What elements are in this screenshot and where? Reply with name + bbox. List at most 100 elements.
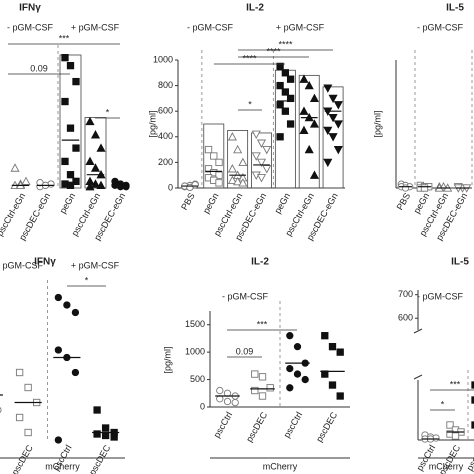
data-point	[309, 170, 320, 179]
data-point	[301, 375, 309, 384]
data-point	[204, 165, 213, 173]
bar	[251, 132, 272, 189]
y-axis-label: [pg/ml]	[147, 110, 157, 137]
data-point	[223, 397, 232, 406]
data-point	[72, 144, 80, 152]
bar	[203, 123, 225, 189]
data-point	[66, 181, 75, 189]
annotation: 0.09	[236, 346, 254, 356]
data-point	[323, 158, 333, 168]
x-tick-label: peGn	[201, 191, 221, 215]
data-point	[286, 94, 295, 103]
data-point	[299, 74, 309, 83]
data-point	[309, 93, 320, 103]
data-point	[66, 171, 75, 179]
panel-title: IL-2	[246, 3, 264, 14]
data-point	[54, 436, 62, 444]
data-point	[72, 177, 80, 185]
group-label: - pGM-CSF	[417, 291, 464, 301]
data-point	[328, 133, 338, 142]
data-point	[204, 145, 213, 154]
data-point	[227, 175, 237, 184]
data-point	[251, 130, 261, 139]
data-point	[321, 332, 329, 340]
data-point	[251, 370, 259, 378]
data-point	[304, 144, 314, 154]
data-point	[333, 145, 343, 155]
data-point	[281, 88, 290, 96]
y-tick-label: 600	[158, 106, 173, 116]
data-point	[293, 343, 302, 351]
data-point	[299, 106, 309, 115]
group-label: - pGM-CSF	[187, 22, 234, 32]
data-point	[286, 120, 295, 128]
data-point	[262, 145, 272, 155]
group-label: + pGM-CSF	[71, 260, 120, 270]
y-tick-label: 1000	[185, 347, 205, 357]
annotation: ***	[59, 33, 70, 43]
data-point	[54, 293, 62, 302]
y-tick-label: 800	[158, 80, 173, 90]
data-point	[96, 143, 106, 152]
data-point	[238, 157, 248, 167]
annotation: *	[106, 107, 110, 117]
data-point	[323, 84, 333, 93]
data-point	[215, 158, 223, 167]
panel-title: IL-2	[251, 257, 269, 268]
data-point	[233, 144, 243, 154]
data-point	[90, 130, 101, 139]
data-point	[90, 163, 101, 172]
x-tick-label: peGn	[412, 191, 432, 215]
data-point	[96, 180, 106, 189]
data-point	[210, 152, 218, 160]
data-point	[191, 181, 199, 189]
data-point	[258, 373, 267, 381]
bar	[322, 86, 344, 189]
group-label: - pGM-CSF	[222, 291, 269, 301]
data-point	[71, 308, 80, 317]
data-point	[215, 179, 223, 187]
group-name: mCherry	[45, 461, 80, 471]
data-point	[251, 152, 261, 161]
data-point	[304, 80, 314, 90]
y-tick-label: 700	[398, 289, 413, 299]
bar	[298, 74, 320, 189]
data-point	[323, 126, 333, 136]
data-point	[85, 181, 95, 191]
y-tick-label: 600	[398, 313, 413, 323]
data-point	[66, 61, 75, 70]
annotation: ****	[242, 53, 257, 63]
annotation: *	[441, 399, 445, 409]
data-point	[233, 176, 243, 186]
y-tick-label: 0	[200, 401, 205, 411]
x-tick-label: PBS	[179, 191, 197, 212]
bar	[227, 129, 249, 189]
data-point	[227, 132, 237, 141]
axis-break	[413, 374, 423, 380]
data-point	[72, 77, 80, 86]
x-tick-label: pscCtrl	[212, 410, 235, 439]
group-label: - pGM-CSF	[417, 22, 464, 32]
data-point	[266, 384, 274, 392]
data-point	[61, 97, 69, 106]
group-label: - pGM-CSF	[7, 22, 54, 32]
y-tick-label: 0	[168, 182, 173, 192]
data-point	[93, 430, 101, 438]
data-point	[63, 301, 71, 309]
annotation: ****	[266, 46, 281, 56]
data-point	[85, 156, 95, 166]
group-label: - pGM-CSF	[0, 260, 44, 270]
data-point	[24, 428, 32, 437]
bar	[84, 117, 107, 189]
data-point	[328, 381, 337, 389]
data-point	[258, 392, 267, 400]
data-point	[238, 178, 248, 187]
annotation: ***	[450, 379, 461, 389]
group-name: mCherry	[429, 461, 464, 471]
data-point	[286, 384, 294, 392]
annotation: 0.09	[30, 63, 48, 73]
annotation: ***	[257, 319, 268, 329]
panel-title: IFNγ	[19, 3, 41, 14]
data-point	[276, 133, 284, 141]
y-tick-label: 1000	[153, 54, 173, 64]
